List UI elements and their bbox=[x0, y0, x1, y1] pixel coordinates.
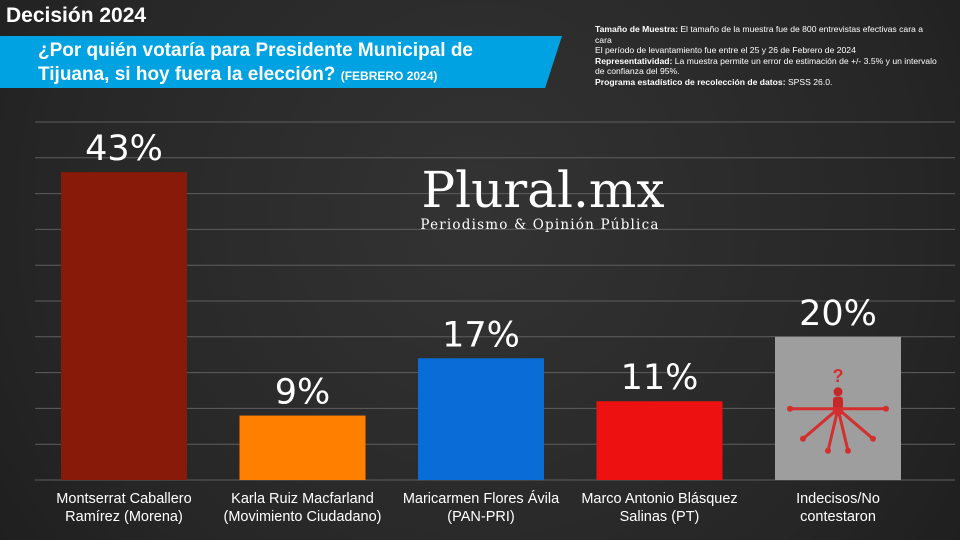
data-label: 17% bbox=[442, 315, 520, 355]
arrow-head-icon bbox=[870, 435, 876, 442]
category-label-line: contestaron bbox=[800, 509, 876, 525]
arrow-head-icon bbox=[883, 405, 889, 412]
category-label-line: Karla Ruiz Macfarland bbox=[231, 491, 374, 507]
value-labels: 43% 9% 17% 11% 20% bbox=[85, 129, 877, 412]
watermark-title: Plural.mx bbox=[421, 161, 664, 219]
arrow-head-icon bbox=[825, 447, 831, 454]
category-label-line: (Movimiento Ciudadano) bbox=[224, 509, 382, 525]
program-text: SPSS 26.0. bbox=[787, 76, 833, 87]
arrow-icon bbox=[837, 407, 874, 440]
question-text: ¿Por quién votaría para Presidente Munic… bbox=[38, 39, 538, 88]
question-date: (FEBRERO 2024) bbox=[340, 69, 438, 83]
question-banner: ¿Por quién votaría para Presidente Munic… bbox=[0, 36, 562, 88]
sample-note: Tamaño de Muestra: El tamaño de la muest… bbox=[595, 24, 940, 45]
bar bbox=[239, 415, 366, 480]
watermark-logo: Plural.mx Periodismo & Opinión Pública bbox=[420, 161, 664, 233]
category-labels: Montserrat Caballero Ramírez (Morena) Karl… bbox=[56, 490, 880, 525]
category-label: Karla Ruiz Macfarland (Movimiento Ciudada… bbox=[224, 491, 382, 525]
question-label: ¿Por quién votaría para Presidente Munic… bbox=[38, 40, 473, 85]
bar bbox=[61, 172, 187, 480]
category-label: Indecisos/No contestaron bbox=[796, 491, 880, 525]
arrow-head-icon bbox=[800, 435, 806, 442]
program-label: Programa estadístico de recolección de d… bbox=[595, 76, 786, 87]
category-label-line: (PAN-PRI) bbox=[447, 509, 514, 525]
category-label-line: Indecisos/No bbox=[796, 491, 880, 507]
category-label-line: Salinas (PT) bbox=[620, 509, 700, 525]
period-note: El período de levantamiento fue entre el… bbox=[595, 45, 856, 55]
methodology-notes: Tamaño de Muestra: El tamaño de la muest… bbox=[595, 24, 940, 87]
sample-label: Tamaño de Muestra: bbox=[595, 24, 678, 34]
arrow-icon bbox=[802, 407, 839, 440]
program-note: Programa estadístico de recolección de d… bbox=[595, 77, 940, 88]
arrow-head-icon bbox=[845, 447, 851, 454]
bar bbox=[418, 358, 544, 480]
bar bbox=[596, 401, 723, 480]
sample-text: El tamaño de la muestra fue de 800 entre… bbox=[595, 24, 923, 45]
data-label: 43% bbox=[85, 129, 163, 169]
category-label: Maricarmen Flores Ávila (PAN-PRI) bbox=[403, 490, 560, 525]
representativity-label: Representatividad: bbox=[595, 55, 673, 66]
category-label-line: Montserrat Caballero bbox=[56, 491, 191, 507]
undecided-icon: ? bbox=[787, 366, 889, 454]
arrow-head-icon bbox=[787, 405, 793, 412]
data-label: 20% bbox=[799, 294, 877, 334]
chart-title: Decisión 2024 bbox=[6, 4, 147, 27]
category-label-line: Maricarmen Flores Ávila bbox=[403, 490, 560, 507]
data-label: 9% bbox=[275, 373, 331, 413]
person-head-icon bbox=[833, 387, 843, 397]
category-label: Montserrat Caballero Ramírez (Morena) bbox=[56, 491, 191, 525]
representativity-note: Representatividad: La muestra permite un… bbox=[595, 56, 940, 77]
category-label: Marco Antonio Blásquez Salinas (PT) bbox=[581, 491, 737, 525]
data-label: 11% bbox=[621, 358, 699, 398]
category-label-line: Ramírez (Morena) bbox=[65, 509, 183, 525]
representativity-text: La muestra permite un error de estimació… bbox=[595, 55, 937, 77]
watermark-subtitle: Periodismo & Opinión Pública bbox=[420, 217, 659, 233]
category-label-line: Marco Antonio Blásquez bbox=[581, 491, 737, 507]
arrow-icon bbox=[836, 408, 850, 452]
bars: ? bbox=[61, 172, 901, 480]
question-mark-icon: ? bbox=[833, 366, 844, 386]
arrow-icon bbox=[826, 408, 840, 452]
